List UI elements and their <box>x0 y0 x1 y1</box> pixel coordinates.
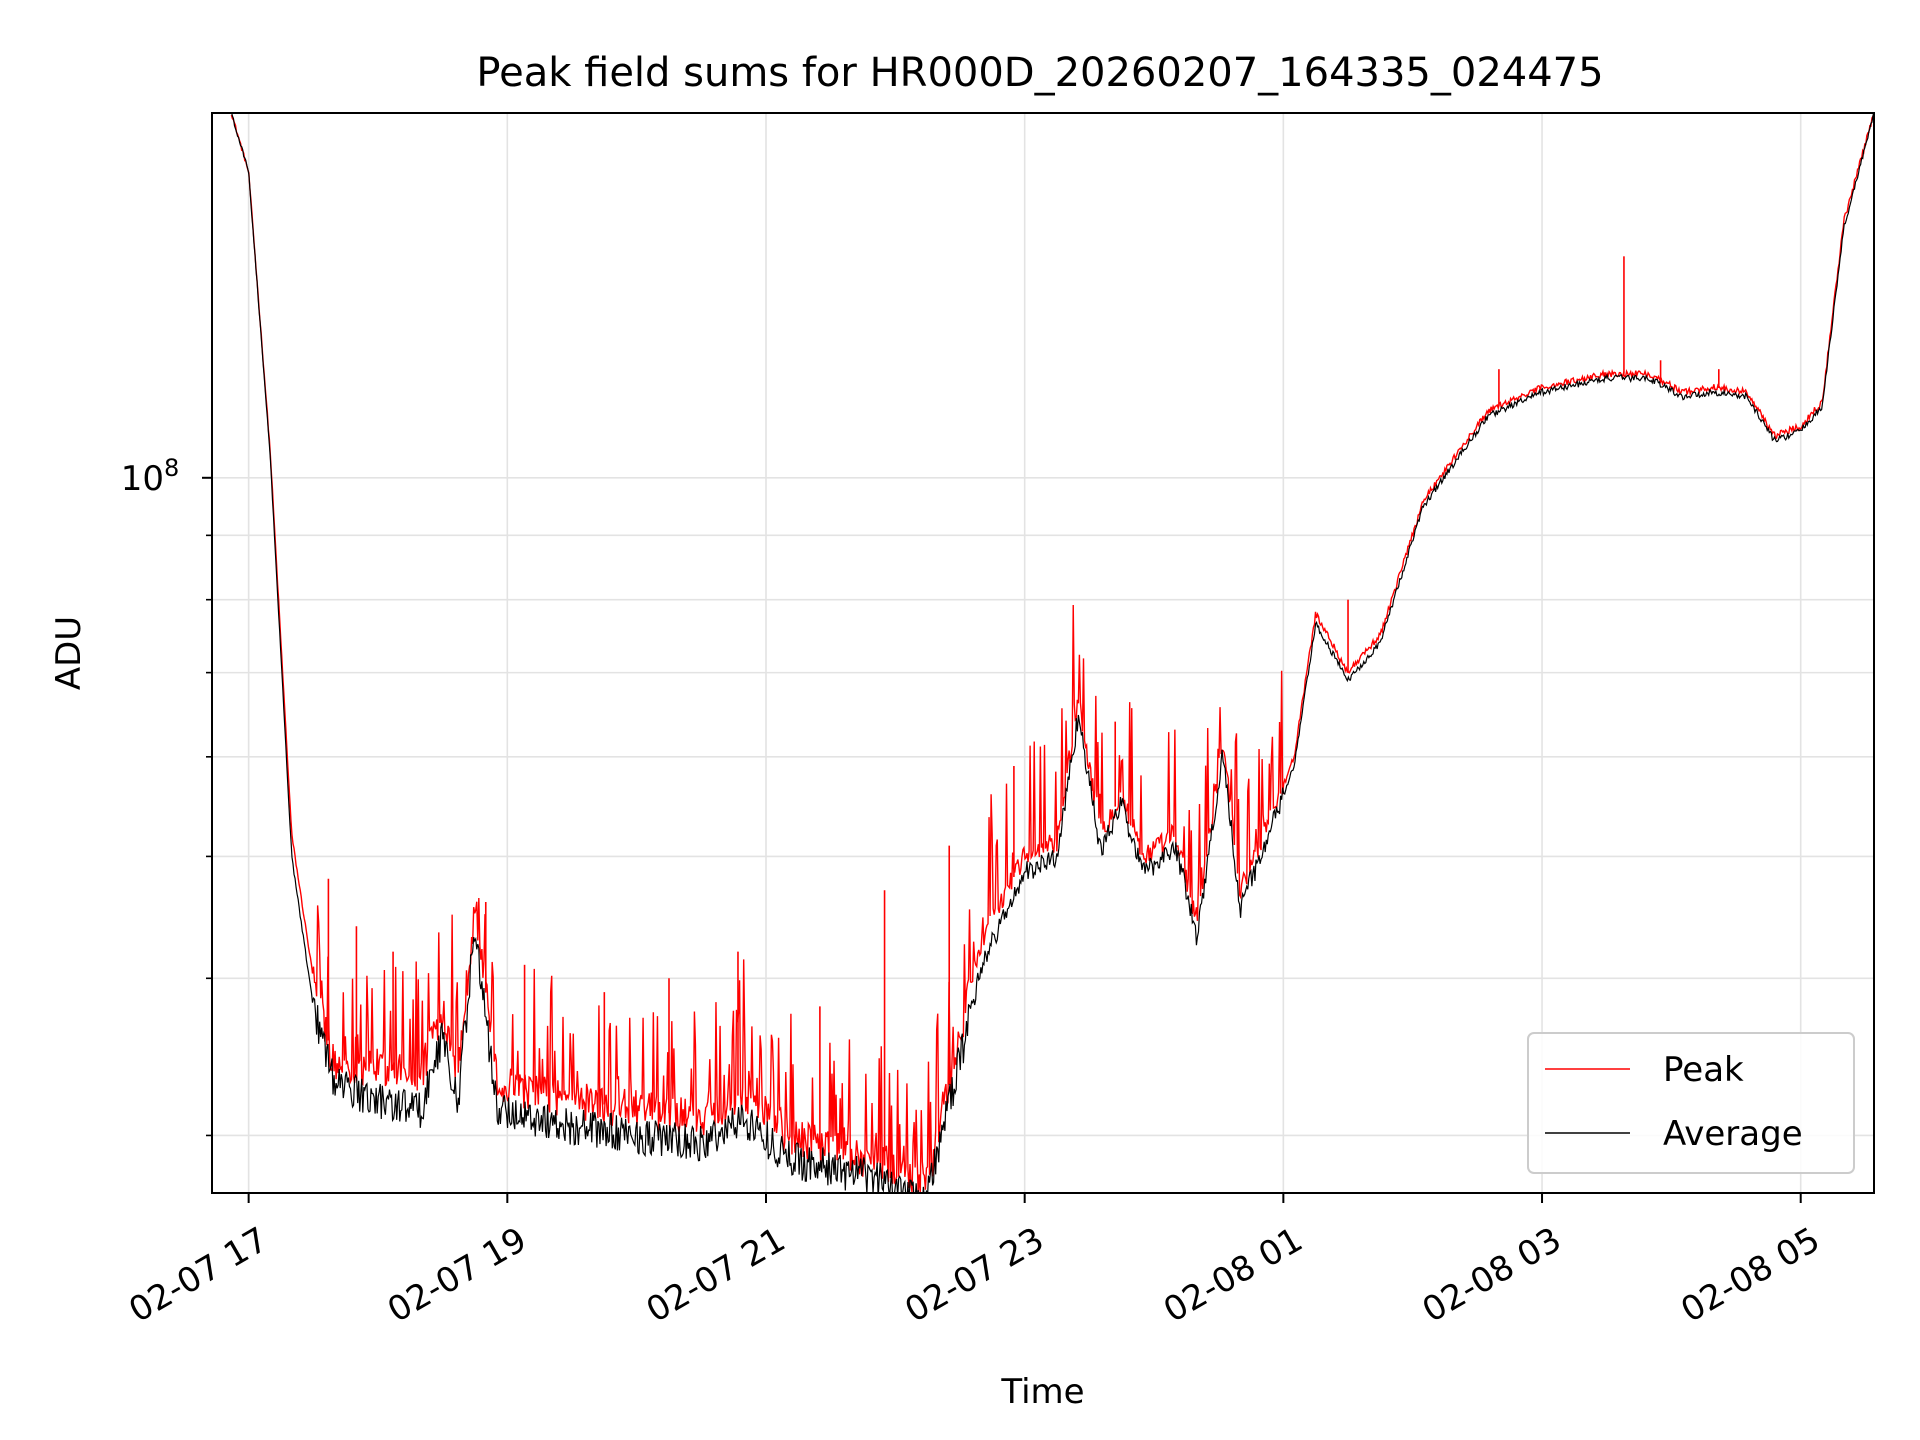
series-average-line <box>231 113 1874 1193</box>
legend: Peak Average <box>1527 1032 1855 1174</box>
legend-box <box>1527 1032 1855 1174</box>
plot-frame <box>211 112 1875 1194</box>
legend-peak-label: Peak <box>1663 1050 1744 1090</box>
plot-area <box>211 112 1875 1194</box>
chart-title: Peak field sums for HR000D_20260207_1643… <box>476 50 1603 96</box>
y-tick-label: 108 <box>121 454 180 499</box>
series-peak-line <box>230 114 1874 1193</box>
y-axis-label: ADU <box>49 616 89 690</box>
x-axis-label: Time <box>1000 1372 1084 1412</box>
series-layer <box>230 113 1874 1193</box>
legend-average-label: Average <box>1663 1114 1803 1154</box>
y-axis: 108 <box>121 454 212 1137</box>
